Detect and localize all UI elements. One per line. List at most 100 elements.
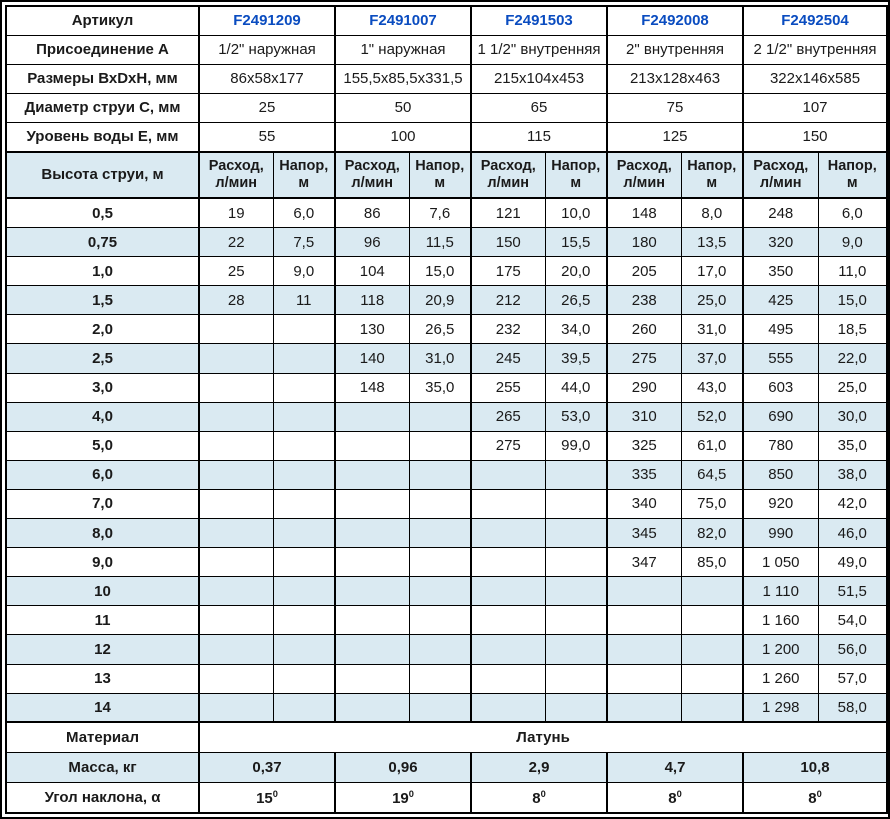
- angle-superscript: 0: [540, 788, 546, 799]
- head-value: 31,0: [680, 314, 744, 345]
- head-value: 35,0: [408, 372, 472, 403]
- flow-value: [198, 459, 274, 490]
- head-value: 56,0: [817, 634, 888, 665]
- head-value: 39,5: [544, 343, 608, 374]
- row-label: Диаметр струи С, мм: [5, 92, 200, 123]
- head-value: 52,0: [680, 401, 744, 432]
- article-number[interactable]: F2492008: [606, 5, 744, 36]
- flow-value: 86: [334, 197, 410, 228]
- head-value: 58,0: [817, 692, 888, 723]
- head-col-header: Напор, м: [544, 150, 608, 200]
- head-value: 85,0: [680, 547, 744, 578]
- jet-height-label: 1,0: [5, 256, 200, 287]
- jet-height-label: 10: [5, 576, 200, 607]
- flow-col-header: Расход, л/мин: [606, 150, 682, 200]
- row-label: Масса, кг: [5, 751, 200, 784]
- head-value: [408, 576, 472, 607]
- info-value: 115: [470, 121, 608, 153]
- info-row-article: Артикул F2491209 F2491007 F2491503 F2492008 F…: [5, 5, 888, 36]
- head-value: [272, 372, 336, 403]
- head-value: [408, 401, 472, 432]
- head-value: 15,0: [817, 285, 888, 316]
- row-label: Угол наклона, α: [5, 782, 200, 814]
- jet-row: 0,5 19 6,0 86 7,6 121 10,0 148 8,0 248 6,0: [5, 197, 888, 228]
- angle-value: 80: [606, 782, 744, 814]
- head-col-header: Напор, м: [817, 150, 888, 200]
- article-number[interactable]: F2491503: [470, 5, 608, 36]
- jet-row: 12 1 200 56,0: [5, 634, 888, 665]
- head-value: [408, 488, 472, 520]
- jet-row: 8,0 345 82,0 990 46,0: [5, 518, 888, 549]
- head-value: 15,5: [544, 226, 608, 258]
- flow-value: [334, 518, 410, 549]
- flow-value: [334, 663, 410, 694]
- head-value: 9,0: [817, 226, 888, 258]
- flow-value: [198, 663, 274, 694]
- head-value: 11,5: [408, 226, 472, 258]
- flow-value: 260: [606, 314, 682, 345]
- flow-value: [606, 692, 682, 723]
- jet-height-label: 14: [5, 692, 200, 723]
- material-value: Латунь: [198, 721, 888, 753]
- mass-value: 2,9: [470, 751, 608, 784]
- jet-row: 3,0 148 35,0 255 44,0 290 43,0 603 25,0: [5, 372, 888, 403]
- flow-value: 28: [198, 285, 274, 316]
- flow-value: 248: [742, 197, 819, 228]
- flow-value: 245: [470, 343, 546, 374]
- flow-value: [606, 605, 682, 636]
- flow-value: 180: [606, 226, 682, 258]
- flow-value: 104: [334, 256, 410, 287]
- flow-value: [334, 576, 410, 607]
- head-value: 10,0: [544, 197, 608, 228]
- head-value: 75,0: [680, 488, 744, 520]
- head-value: 22,0: [817, 343, 888, 374]
- flow-value: 320: [742, 226, 819, 258]
- info-row-water-level: Уровень воды Е, мм 55 100 115 125 150: [5, 121, 888, 153]
- article-number[interactable]: F2491007: [334, 5, 472, 36]
- flow-value: [470, 634, 546, 665]
- head-value: [272, 663, 336, 694]
- head-value: 6,0: [272, 197, 336, 228]
- angle-value: 190: [334, 782, 472, 814]
- flow-value: [470, 576, 546, 607]
- flow-value: 1 110: [742, 576, 819, 607]
- jet-row: 1,0 25 9,0 104 15,0 175 20,0 205 17,0 350 11,0: [5, 256, 888, 287]
- flow-value: 350: [742, 256, 819, 287]
- article-number[interactable]: F2492504: [742, 5, 888, 36]
- head-value: 30,0: [817, 401, 888, 432]
- head-col-header: Напор, м: [680, 150, 744, 200]
- head-value: [680, 663, 744, 694]
- flow-value: 140: [334, 343, 410, 374]
- head-value: 13,5: [680, 226, 744, 258]
- head-value: 26,5: [544, 285, 608, 316]
- head-value: [544, 488, 608, 520]
- head-value: 35,0: [817, 430, 888, 461]
- jet-row: 2,5 140 31,0 245 39,5 275 37,0 555 22,0: [5, 343, 888, 374]
- head-value: [408, 547, 472, 578]
- flow-value: [198, 547, 274, 578]
- head-value: 20,0: [544, 256, 608, 287]
- head-value: 43,0: [680, 372, 744, 403]
- info-value: 100: [334, 121, 472, 153]
- article-number[interactable]: F2491209: [198, 5, 336, 36]
- flow-value: 1 160: [742, 605, 819, 636]
- head-value: [408, 459, 472, 490]
- flow-value: 290: [606, 372, 682, 403]
- flow-value: 25: [198, 256, 274, 287]
- flow-value: 347: [606, 547, 682, 578]
- head-value: [544, 576, 608, 607]
- head-value: 34,0: [544, 314, 608, 345]
- head-value: 54,0: [817, 605, 888, 636]
- jet-row: 9,0 347 85,0 1 050 49,0: [5, 547, 888, 578]
- head-value: 49,0: [817, 547, 888, 578]
- mass-value: 4,7: [606, 751, 744, 784]
- head-value: [544, 663, 608, 694]
- info-value: 65: [470, 92, 608, 123]
- jet-height-label: 8,0: [5, 518, 200, 549]
- flow-col-header: Расход, л/мин: [334, 150, 410, 200]
- jet-height-label: 2,0: [5, 314, 200, 345]
- flow-value: [334, 547, 410, 578]
- head-value: [272, 518, 336, 549]
- flow-value: [334, 401, 410, 432]
